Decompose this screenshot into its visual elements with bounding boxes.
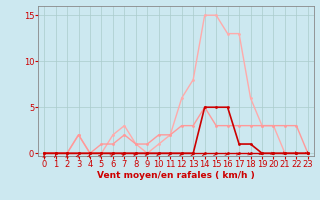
X-axis label: Vent moyen/en rafales ( km/h ): Vent moyen/en rafales ( km/h ) (97, 171, 255, 180)
